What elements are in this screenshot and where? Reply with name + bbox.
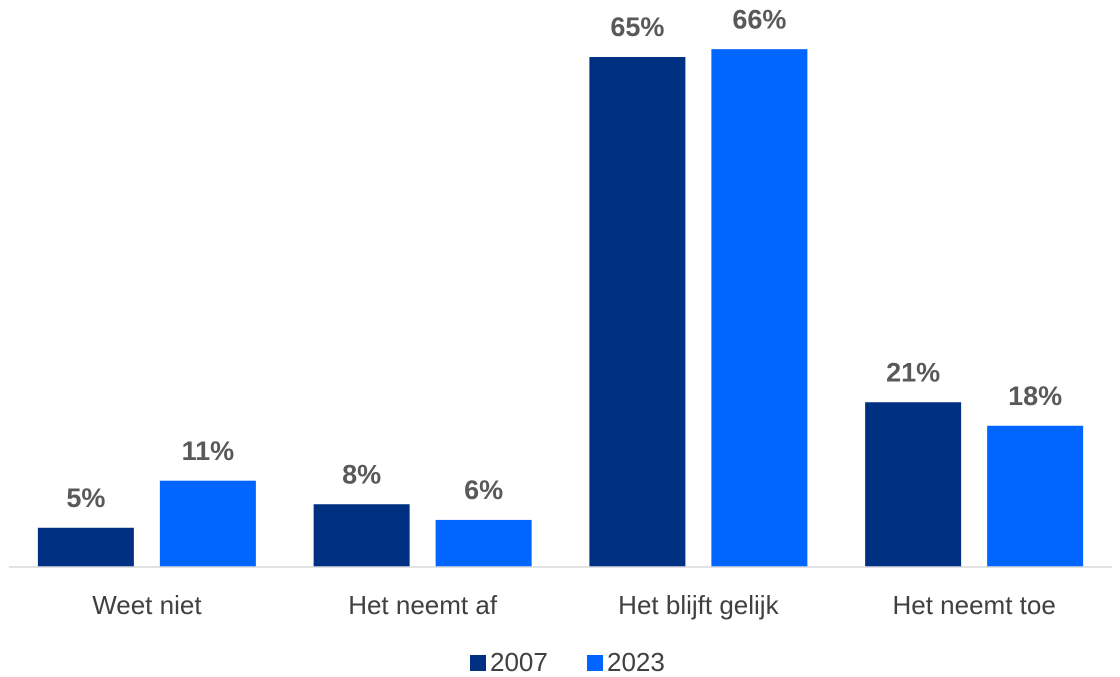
bar: [987, 425, 1084, 567]
legend-swatch: [470, 655, 486, 671]
data-label: 5%: [66, 483, 105, 513]
data-label: 21%: [886, 357, 940, 387]
x-tick-label: Weet niet: [92, 590, 202, 620]
bar: [865, 402, 962, 567]
bar: [589, 57, 686, 567]
data-label: 11%: [182, 436, 235, 466]
bar: [313, 504, 410, 567]
legend-label: 2007: [490, 647, 548, 677]
bar: [711, 49, 808, 567]
bar: [435, 519, 532, 567]
data-label: 65%: [610, 12, 664, 42]
bar: [159, 480, 256, 567]
data-label: 8%: [342, 459, 381, 489]
data-label: 6%: [464, 475, 503, 505]
legend-swatch: [587, 655, 603, 671]
x-tick-label: Het blijft gelijk: [618, 590, 779, 620]
x-tick-label: Het neemt af: [348, 590, 498, 620]
x-tick-label: Het neemt toe: [892, 590, 1055, 620]
data-label: 18%: [1008, 381, 1062, 411]
data-label: 66%: [732, 4, 786, 34]
legend-label: 2023: [607, 647, 665, 677]
bar: [37, 527, 134, 567]
